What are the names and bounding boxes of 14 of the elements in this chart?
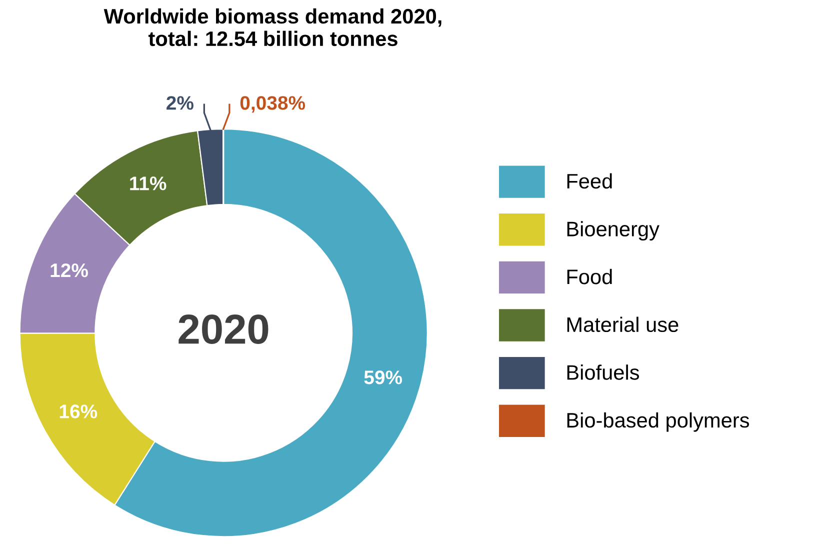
data-label: 0,038% (240, 96, 306, 113)
text: 2020 (178, 314, 268, 344)
data-label: 2% (166, 96, 194, 110)
data-label: 12% (50, 263, 88, 278)
legend-label: Feed (567, 173, 612, 189)
chart-title: Worldwide biomass demand 2020, total: 12.54 billion tonnes (104, 8, 442, 46)
data-label: 16% (60, 404, 98, 418)
legend-label: Material use (567, 316, 678, 332)
legend-label: Bio-based polymers (567, 412, 750, 432)
data-label: 59% (364, 370, 402, 384)
legend-label: Food (567, 268, 612, 284)
legend-label: Bioenergy (567, 221, 660, 241)
legend-label: Biofuels (567, 364, 640, 380)
data-label: 11% (130, 176, 166, 190)
